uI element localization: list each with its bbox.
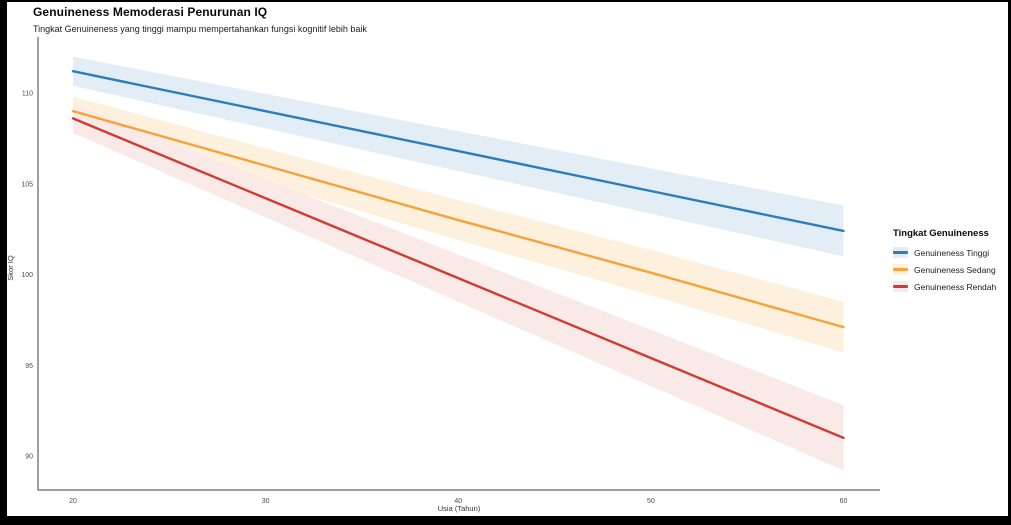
legend-item: Genuineness Sedang [893,264,996,275]
window-border-left [0,0,7,525]
legend-key-icon [893,247,908,258]
axes [37,37,880,491]
window-border-top [0,0,1011,2]
legend-key-line [893,251,908,254]
legend-key-icon [893,264,908,275]
x-tick-label: 20 [69,498,77,505]
x-tick-label: 60 [840,498,848,505]
x-tick-label: 50 [647,498,655,505]
y-tick-label: 100 [21,272,33,279]
y-axis-label: Skor IQ [6,255,15,281]
legend: Tingkat Genuineness Genuineness Tinggi Ge… [893,228,996,298]
legend-title: Tingkat Genuineness [893,228,989,239]
confidence-bands [73,56,844,471]
legend-item: Genuineness Rendah [893,281,996,292]
legend-item-label: Genuineness Rendah [914,281,997,292]
legend-items: Genuineness Tinggi Genuineness Sedang Genu… [893,247,996,292]
confidence-band [73,103,844,471]
legend-key-line [893,268,908,271]
trend-lines [71,70,845,440]
window-border-right [1008,0,1011,525]
chart-subtitle: Tingkat Genuineness yang tinggi mampu me… [33,24,367,34]
confidence-band [73,96,844,353]
window-border-bottom [0,516,1011,525]
y-tick-label: 90 [25,454,33,461]
x-tick-label: 30 [262,498,270,505]
trend-line [71,117,845,440]
chart-title: Genuineness Memoderasi Penurunan IQ [33,5,268,19]
legend-item-label: Genuineness Tinggi [914,247,990,258]
legend-item: Genuineness Tinggi [893,247,996,258]
trend-line [71,109,845,329]
y-tick-label: 95 [25,363,33,370]
x-axis-label: Usia (Tahun) [438,504,481,513]
tick-labels: 20 30 40 50 60 90 95 100 105 110 [21,91,847,506]
y-tick-label: 110 [22,91,33,98]
trend-line [71,70,845,233]
legend-key-line [893,285,908,288]
confidence-band [73,56,844,257]
legend-key-icon [893,281,908,292]
y-tick-label: 105 [21,181,33,188]
x-tick-label: 40 [454,498,462,505]
legend-item-label: Genuineness Sedang [914,264,996,275]
